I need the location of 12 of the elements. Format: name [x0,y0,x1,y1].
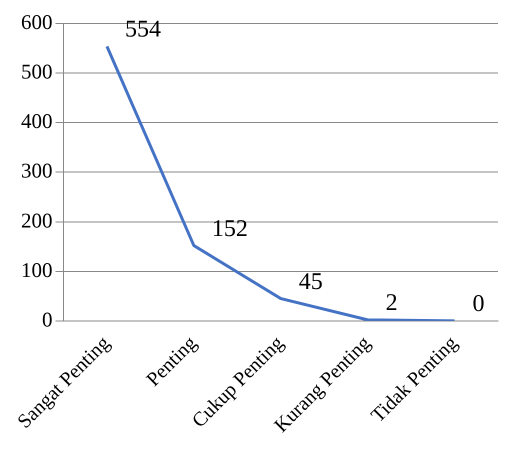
y-tick-label: 300 [21,158,52,183]
y-tick-label: 400 [21,109,52,134]
data-label: 554 [124,16,161,43]
y-tick-label: 200 [21,208,52,232]
data-label: 152 [212,216,248,242]
data-label: 2 [386,290,398,316]
y-tick-label: 0 [42,307,52,332]
data-label: 45 [298,268,323,295]
y-tick-label: 500 [21,60,52,84]
y-tick-label: 100 [21,258,52,282]
y-tick-label: 600 [21,10,52,34]
data-label: 0 [472,291,485,318]
